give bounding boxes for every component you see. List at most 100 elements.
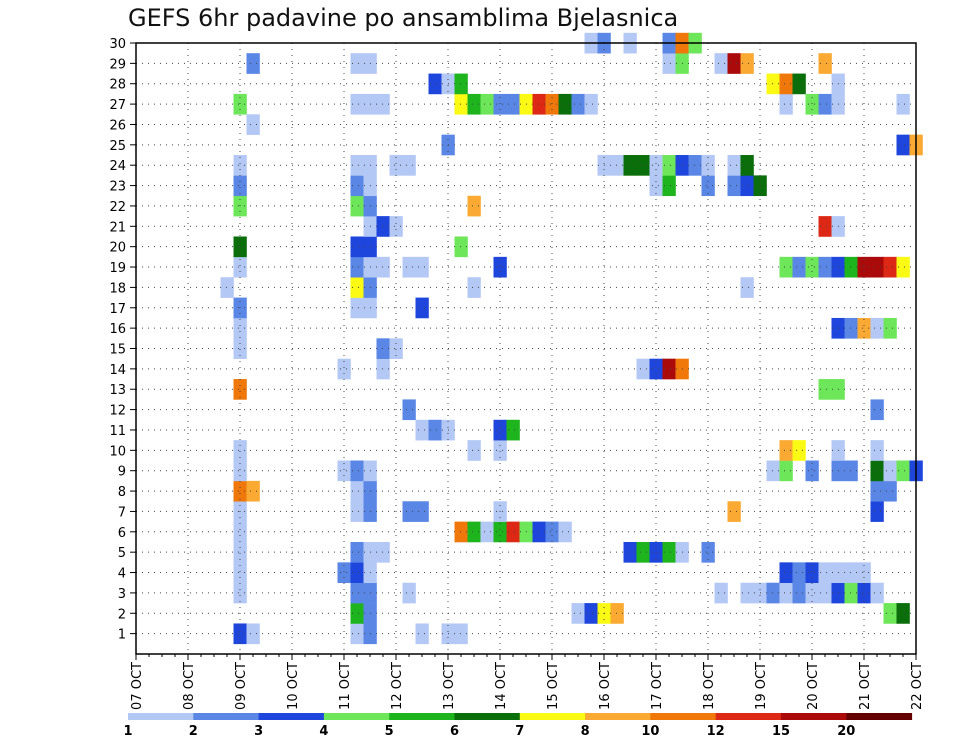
precip-cell: [350, 277, 364, 298]
x-tick-label: 13 OCT: [442, 662, 457, 710]
precip-cell: [233, 379, 247, 400]
precip-cell: [623, 541, 637, 563]
colorbar-swatch: [128, 713, 194, 720]
precip-cell: [467, 521, 481, 543]
y-tick-label: 26: [109, 118, 126, 133]
colorbar-label: 15: [772, 724, 790, 739]
precip-cell: [467, 277, 481, 298]
precip-cell: [350, 562, 364, 584]
precip-cell: [610, 155, 624, 176]
y-tick-label: 4: [118, 567, 126, 582]
y-tick-label: 7: [118, 505, 126, 520]
precip-cell: [350, 155, 364, 176]
precip-cell: [350, 175, 364, 197]
precip-cell: [480, 93, 494, 115]
precip-cell: [844, 256, 858, 278]
y-tick-label: 11: [109, 424, 126, 439]
precip-cell: [662, 358, 676, 380]
precip-cell: [233, 155, 247, 176]
x-tick-label: 18 OCT: [702, 662, 717, 710]
precip-cell: [506, 93, 520, 115]
precip-cell: [636, 541, 650, 563]
precip-cell: [233, 175, 247, 197]
precip-cell: [402, 501, 416, 522]
precip-cell: [376, 358, 390, 380]
precip-cell: [246, 480, 260, 502]
precip-cell: [779, 440, 793, 461]
precip-cell: [233, 440, 247, 461]
precip-cell: [350, 460, 364, 482]
precip-cell: [402, 155, 416, 176]
precip-cell: [896, 460, 910, 482]
precip-cell: [389, 338, 403, 359]
precip-cell: [558, 93, 572, 115]
precip-cell: [376, 216, 390, 237]
y-tick-label: 16: [109, 322, 126, 337]
precip-cell: [233, 236, 247, 258]
precip-cell: [779, 582, 793, 604]
precip-cell: [870, 256, 884, 278]
y-tick-label: 8: [118, 485, 126, 500]
precip-cell: [805, 562, 819, 584]
precip-cell: [584, 603, 598, 624]
precip-cell: [233, 93, 247, 115]
x-tick-label: 09 OCT: [234, 662, 249, 710]
precip-cell: [701, 155, 715, 176]
y-tick-label: 3: [118, 587, 126, 602]
precip-cell: [454, 521, 468, 543]
colorbar-label: 20: [837, 724, 855, 739]
colorbar-swatch: [585, 713, 651, 720]
precip-cell: [740, 582, 754, 604]
precip-cell: [350, 53, 364, 74]
y-tick-label: 9: [118, 465, 126, 480]
x-tick-label: 15 OCT: [546, 662, 561, 710]
colorbar-swatch: [389, 713, 455, 720]
precip-cell: [701, 541, 715, 563]
precip-cell: [337, 562, 351, 584]
precip-cell: [844, 562, 858, 584]
precip-cell: [896, 93, 910, 115]
precip-cell: [233, 317, 247, 339]
colorbar-label: 3: [254, 724, 263, 739]
colorbar-swatch: [258, 713, 325, 720]
precip-cell: [584, 93, 598, 115]
precip-cell: [714, 582, 728, 604]
precip-cell: [766, 460, 780, 482]
x-tick-label: 11 OCT: [338, 662, 353, 710]
colorbar-swatch: [323, 713, 390, 720]
colorbar-swatch: [781, 713, 847, 720]
precip-cell: [766, 582, 780, 604]
precip-cell: [350, 236, 364, 258]
precip-cell: [350, 623, 364, 645]
precip-cell: [844, 317, 858, 339]
precip-cell: [896, 256, 910, 278]
precip-cell: [480, 521, 494, 543]
y-tick-label: 17: [109, 302, 126, 317]
precip-cell: [233, 460, 247, 482]
precip-cell: [233, 562, 247, 584]
colorbar-label: 4: [319, 724, 328, 739]
precip-cell: [467, 440, 481, 461]
precip-cell: [233, 195, 247, 217]
precip-cell: [844, 460, 858, 482]
precip-cell: [792, 256, 806, 278]
precip-cell: [233, 623, 247, 645]
precip-cell: [857, 562, 871, 584]
precip-cell: [350, 93, 364, 115]
colorbar-swatch: [650, 713, 717, 720]
colorbar-label: 7: [515, 724, 524, 739]
precip-cell: [376, 338, 390, 359]
precip-cell: [233, 338, 247, 359]
colorbar-swatch: [715, 713, 782, 720]
precip-cell: [883, 460, 897, 482]
precip-cell: [740, 155, 754, 176]
precip-cell: [857, 256, 871, 278]
precip-cell: [792, 440, 806, 461]
colorbar-swatch: [193, 713, 260, 720]
precip-cell: [545, 93, 559, 115]
y-tick-label: 21: [109, 220, 126, 235]
colorbar-label: 5: [385, 724, 394, 739]
precip-cell: [662, 53, 676, 74]
precip-cell: [337, 460, 351, 482]
precip-cell: [623, 155, 637, 176]
